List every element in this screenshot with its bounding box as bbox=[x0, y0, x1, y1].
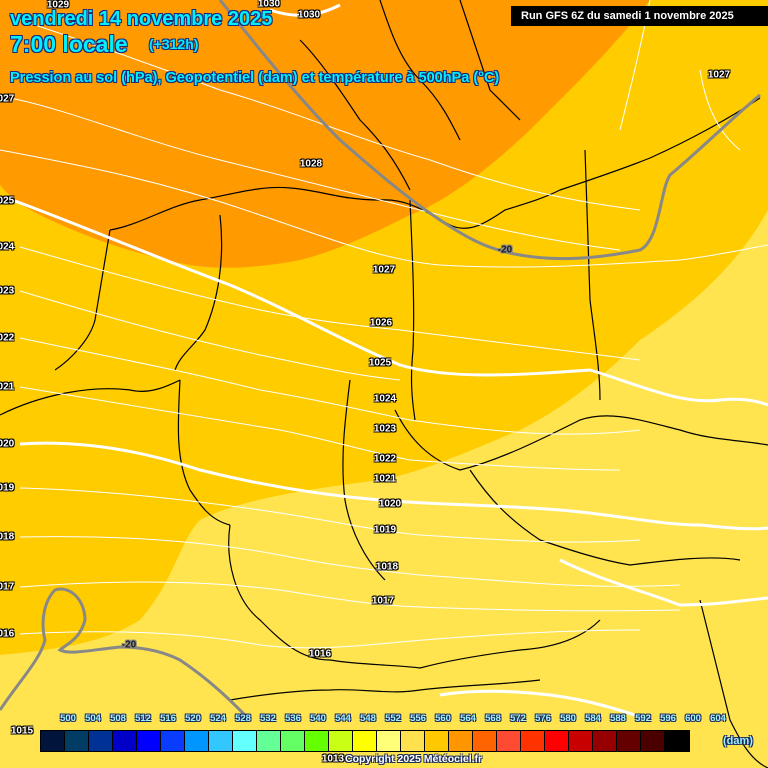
legend-tick-label: 540 bbox=[310, 713, 326, 724]
isobar-label: 1021 bbox=[373, 473, 397, 485]
forecast-time: 7:00 locale bbox=[10, 31, 128, 57]
map-description: Pression au sol (hPa), Geopotentiel (dam… bbox=[10, 70, 500, 86]
isobar-label: 1022 bbox=[373, 453, 397, 465]
legend-swatch bbox=[329, 731, 353, 751]
legend-swatch bbox=[305, 731, 329, 751]
legend-tick-label: 536 bbox=[285, 713, 301, 724]
legend-tick-label: 524 bbox=[210, 713, 226, 724]
isobar-label: 1029 bbox=[46, 0, 70, 11]
isobar-label: 1016 bbox=[0, 628, 15, 640]
legend-swatch bbox=[353, 731, 377, 751]
isotherm-label: -20 bbox=[497, 244, 513, 256]
legend-tick-label: 556 bbox=[410, 713, 426, 724]
legend-swatch bbox=[569, 731, 593, 751]
legend-swatch bbox=[185, 731, 209, 751]
legend-swatch bbox=[137, 731, 161, 751]
forecast-date: vendredi 14 novembre 2025 bbox=[10, 8, 273, 30]
isobar-label: 1030 bbox=[297, 9, 321, 21]
legend-tick-label: 520 bbox=[185, 713, 201, 724]
legend-swatch bbox=[209, 731, 233, 751]
legend-tick-label: 604 bbox=[710, 713, 726, 724]
legend-swatch bbox=[473, 731, 497, 751]
isobar-label: 1023 bbox=[373, 423, 397, 435]
legend-colorbar bbox=[40, 730, 690, 752]
run-banner: Run GFS 6Z du samedi 1 novembre 2025 bbox=[511, 6, 768, 26]
legend-tick-label: 560 bbox=[435, 713, 451, 724]
isobar-label: 1017 bbox=[371, 595, 395, 607]
isobar-label: 1015 bbox=[10, 725, 34, 737]
isobar-label: 1021 bbox=[0, 381, 15, 393]
legend-swatch bbox=[233, 731, 257, 751]
legend-tick-label: 572 bbox=[510, 713, 526, 724]
isobar-label: 1018 bbox=[0, 531, 15, 543]
isobar-label: 1013 bbox=[321, 753, 345, 765]
isobar-label: 1024 bbox=[373, 393, 397, 405]
legend-tick-label: 516 bbox=[160, 713, 176, 724]
isobar-label: 1023 bbox=[0, 285, 15, 297]
legend-tick-label: 600 bbox=[685, 713, 701, 724]
isobar-label: 1019 bbox=[373, 524, 397, 536]
legend-unit: (dam) bbox=[723, 735, 753, 747]
legend-tick-label: 508 bbox=[110, 713, 126, 724]
isobar-label: 1027 bbox=[372, 264, 396, 276]
legend-swatch bbox=[617, 731, 641, 751]
geopotential-lines bbox=[14, 3, 768, 722]
legend-tick-label: 568 bbox=[485, 713, 501, 724]
isobar-label: 1018 bbox=[375, 561, 399, 573]
isobar-label: 1026 bbox=[369, 317, 393, 329]
isotherm-label: -20 bbox=[121, 639, 137, 651]
legend-tick-label: 584 bbox=[585, 713, 601, 724]
legend-swatch bbox=[401, 731, 425, 751]
isobar-label: 1027 bbox=[707, 69, 731, 81]
legend-tick-label: 532 bbox=[260, 713, 276, 724]
legend-tick-label: 512 bbox=[135, 713, 151, 724]
legend-swatch bbox=[161, 731, 185, 751]
legend-swatch bbox=[281, 731, 305, 751]
legend-swatch bbox=[377, 731, 401, 751]
legend-swatch bbox=[113, 731, 137, 751]
temperature-isotherm bbox=[0, 0, 761, 722]
isobar-label: 1020 bbox=[0, 438, 15, 450]
legend-tick-label: 588 bbox=[610, 713, 626, 724]
legend-tick-label: 592 bbox=[635, 713, 651, 724]
isobar-label: 1022 bbox=[0, 332, 15, 344]
legend-swatch bbox=[497, 731, 521, 751]
isobar-label: 1028 bbox=[299, 158, 323, 170]
isobar-label: 1019 bbox=[0, 482, 15, 494]
legend-tick-label: 528 bbox=[235, 713, 251, 724]
legend-swatch bbox=[545, 731, 569, 751]
legend-tick-label: 500 bbox=[60, 713, 76, 724]
isobar-label: 1017 bbox=[0, 581, 15, 593]
legend-swatch bbox=[449, 731, 473, 751]
legend-tick-label: 548 bbox=[360, 713, 376, 724]
legend-swatch bbox=[89, 731, 113, 751]
isobar-label: 1024 bbox=[0, 241, 15, 253]
legend-tick-label: 544 bbox=[335, 713, 351, 724]
isobar-label: 1027 bbox=[0, 93, 15, 105]
legend-swatch bbox=[257, 731, 281, 751]
legend-swatch bbox=[593, 731, 617, 751]
legend-swatch bbox=[425, 731, 449, 751]
legend-tick-label: 552 bbox=[385, 713, 401, 724]
isobar-label: 1030 bbox=[257, 0, 281, 10]
legend-swatch bbox=[521, 731, 545, 751]
legend-tick-label: 504 bbox=[85, 713, 101, 724]
legend-tick-label: 596 bbox=[660, 713, 676, 724]
legend-swatch bbox=[665, 731, 689, 751]
legend-swatch bbox=[641, 731, 665, 751]
legend-tick-label: 580 bbox=[560, 713, 576, 724]
forecast-offset: (+312h) bbox=[149, 36, 199, 52]
isobar-label: 1020 bbox=[378, 498, 402, 510]
isobar-label: 1025 bbox=[368, 357, 392, 369]
copyright-text: Copyright 2025 Météociel.fr bbox=[345, 753, 483, 765]
legend-tick-label: 576 bbox=[535, 713, 551, 724]
legend-swatch bbox=[65, 731, 89, 751]
isobar-label: 1025 bbox=[0, 195, 15, 207]
legend-tick-label: 564 bbox=[460, 713, 476, 724]
legend-swatch bbox=[41, 731, 65, 751]
isobar-label: 1016 bbox=[308, 648, 332, 660]
geopotential-564-area bbox=[0, 0, 650, 268]
